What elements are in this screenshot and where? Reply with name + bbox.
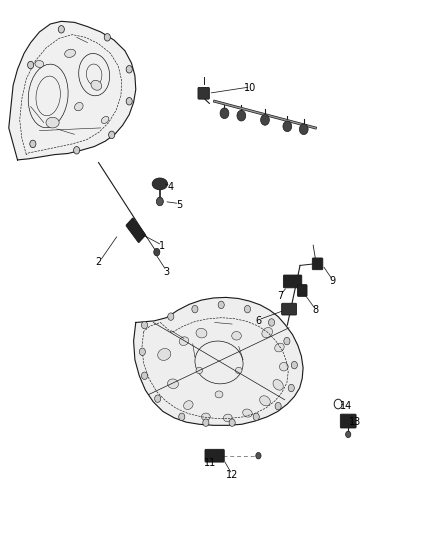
FancyBboxPatch shape (126, 218, 145, 243)
Ellipse shape (201, 413, 210, 421)
Circle shape (253, 413, 259, 421)
Ellipse shape (243, 409, 252, 417)
Text: 14: 14 (340, 401, 352, 411)
Circle shape (299, 124, 308, 134)
Circle shape (179, 413, 185, 421)
Circle shape (58, 26, 64, 33)
Ellipse shape (46, 117, 59, 128)
Ellipse shape (179, 337, 189, 345)
Circle shape (346, 431, 351, 438)
Text: 6: 6 (255, 316, 261, 326)
Ellipse shape (236, 367, 242, 374)
FancyBboxPatch shape (297, 285, 307, 296)
Circle shape (261, 115, 269, 125)
Ellipse shape (196, 328, 207, 338)
Ellipse shape (101, 116, 109, 124)
Text: 5: 5 (177, 200, 183, 210)
Circle shape (109, 131, 115, 139)
Ellipse shape (91, 80, 102, 90)
FancyBboxPatch shape (340, 414, 356, 428)
Text: 7: 7 (277, 291, 283, 301)
Ellipse shape (215, 391, 223, 398)
Circle shape (104, 34, 110, 41)
Circle shape (275, 402, 281, 410)
Ellipse shape (35, 60, 44, 68)
Circle shape (220, 108, 229, 118)
Circle shape (141, 372, 148, 379)
Circle shape (28, 61, 34, 69)
Polygon shape (9, 21, 136, 160)
Circle shape (218, 301, 224, 309)
Circle shape (229, 419, 235, 426)
Circle shape (284, 337, 290, 345)
Circle shape (283, 121, 292, 132)
Text: 12: 12 (226, 471, 238, 480)
Ellipse shape (158, 349, 171, 360)
Ellipse shape (196, 367, 203, 374)
Ellipse shape (260, 396, 270, 406)
Ellipse shape (232, 332, 241, 340)
Circle shape (192, 305, 198, 313)
FancyBboxPatch shape (205, 449, 224, 462)
Ellipse shape (279, 362, 288, 371)
Text: 2: 2 (95, 257, 102, 267)
Circle shape (244, 305, 251, 313)
Circle shape (168, 313, 174, 320)
Polygon shape (134, 297, 303, 425)
Circle shape (154, 248, 160, 256)
Ellipse shape (74, 102, 83, 111)
Circle shape (30, 140, 36, 148)
Circle shape (268, 319, 275, 326)
Circle shape (155, 395, 161, 402)
Circle shape (126, 66, 132, 73)
Circle shape (334, 399, 342, 409)
FancyBboxPatch shape (198, 87, 209, 99)
Circle shape (156, 197, 163, 206)
Ellipse shape (152, 178, 167, 190)
Ellipse shape (184, 401, 193, 409)
Ellipse shape (275, 343, 284, 352)
Text: 9: 9 (330, 277, 336, 286)
Circle shape (237, 110, 246, 121)
Circle shape (203, 419, 209, 426)
Ellipse shape (273, 379, 283, 390)
Text: 13: 13 (349, 417, 361, 427)
Circle shape (141, 321, 148, 329)
Circle shape (291, 361, 297, 369)
Circle shape (288, 384, 294, 392)
Ellipse shape (65, 49, 75, 58)
Ellipse shape (168, 379, 178, 389)
Ellipse shape (262, 328, 272, 337)
FancyBboxPatch shape (283, 275, 302, 288)
Text: 8: 8 (312, 305, 318, 315)
Ellipse shape (223, 414, 232, 422)
Text: 10: 10 (244, 83, 256, 93)
Text: 3: 3 (163, 267, 170, 277)
Circle shape (126, 98, 132, 105)
Text: 4: 4 (168, 182, 174, 191)
Text: 11: 11 (204, 458, 216, 467)
Circle shape (256, 453, 261, 459)
Circle shape (74, 147, 80, 154)
Circle shape (139, 348, 145, 356)
FancyBboxPatch shape (282, 303, 297, 315)
Text: 1: 1 (159, 241, 165, 251)
FancyBboxPatch shape (312, 258, 323, 270)
